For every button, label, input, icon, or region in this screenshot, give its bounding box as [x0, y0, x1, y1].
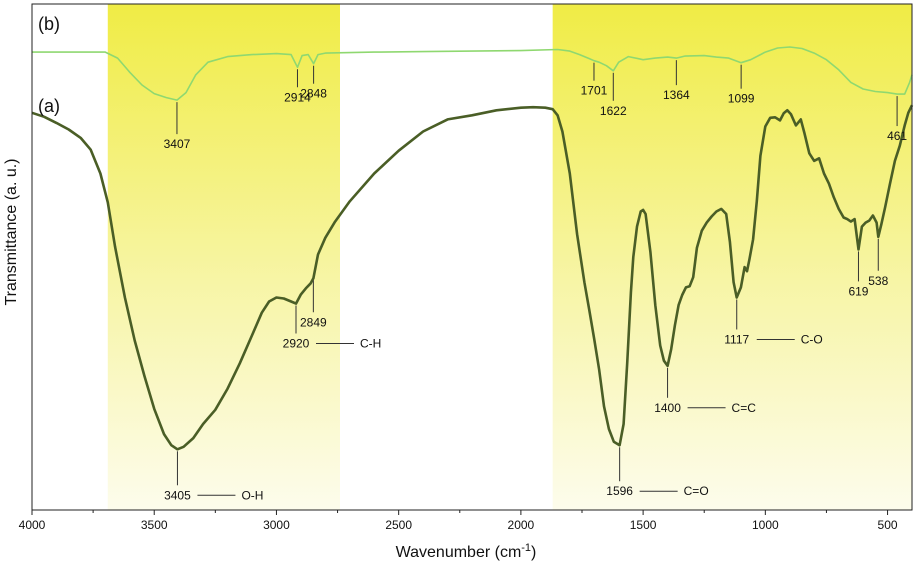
x-axis-title: Wavenumber (cm-1) — [396, 542, 537, 561]
peak-label-b: 1099 — [728, 92, 755, 106]
highlight-bands — [107, 4, 912, 510]
x-tick-label: 2000 — [508, 518, 535, 532]
peak-label-b: 461 — [887, 129, 907, 143]
peak-label-b: 1701 — [581, 84, 608, 98]
peak-label-a: 1400 — [654, 401, 681, 415]
peak-label-a: 619 — [848, 284, 868, 298]
functional-group-label: C=C — [732, 401, 757, 415]
panel-label-b: (b) — [38, 14, 60, 34]
panel-label-a: (a) — [38, 96, 60, 116]
y-axis-title: Transmittance (a. u.) — [3, 158, 20, 305]
x-tick-label: 3500 — [141, 518, 168, 532]
peak-label-a: 1117 — [724, 332, 749, 346]
functional-group-label: O-H — [241, 488, 263, 502]
peak-label-b: 1622 — [600, 104, 627, 118]
peak-label-a: 1596 — [606, 484, 633, 498]
peak-label-a: 3405 — [164, 488, 191, 502]
peak-label-b: 1364 — [663, 88, 690, 102]
series-line-b — [32, 46, 913, 101]
x-tick-label: 2500 — [385, 518, 412, 532]
x-tick-label: 4000 — [19, 518, 46, 532]
x-tick-label: 500 — [878, 518, 898, 532]
chart-labels: Wavenumber (cm-1) Transmittance (a. u.) … — [3, 14, 536, 561]
plot-frame — [31, 3, 913, 511]
functional-group-label: C-O — [801, 332, 823, 346]
peak-label-b: 2848 — [300, 87, 327, 101]
peak-label-b: 3407 — [164, 137, 191, 151]
x-tick-label: 1000 — [752, 518, 779, 532]
peak-label-a: 2849 — [300, 315, 327, 329]
highlight-band-0 — [107, 4, 341, 510]
peak-label-b: 2914 — [284, 90, 311, 104]
peak-label-a: 538 — [868, 274, 888, 288]
x-tick-label: 1500 — [630, 518, 657, 532]
functional-group-label: C-H — [360, 337, 381, 351]
x-tick-label: 3000 — [263, 518, 290, 532]
series-line-a — [31, 104, 914, 451]
peak-label-a: 2920 — [283, 337, 310, 351]
functional-group-label: C=O — [684, 484, 709, 498]
spectra-series — [31, 46, 914, 451]
x-axis: 4000 3500 3000 2500 2000 1500 1000 500 — [19, 510, 898, 532]
